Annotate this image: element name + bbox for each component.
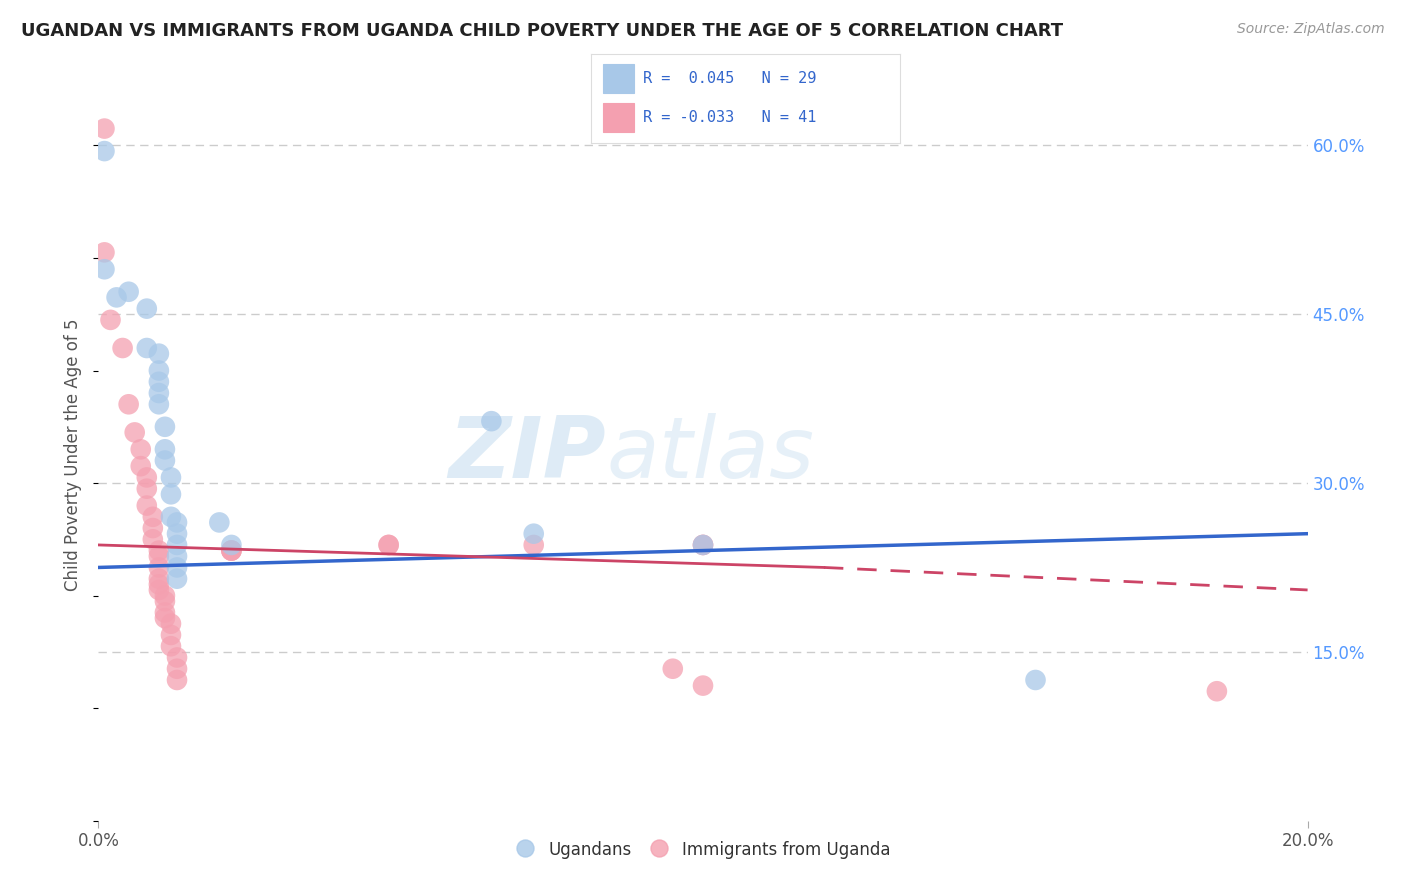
Point [160,639,183,653]
Point [523,538,546,552]
Point [166,650,188,665]
Point [135,341,157,355]
Text: R =  0.045   N = 29: R = 0.045 N = 29 [643,71,817,86]
Point [148,346,170,360]
Point [221,543,243,558]
Point [93,121,115,136]
Point [208,516,231,530]
Point [148,543,170,558]
Point [160,628,183,642]
Point [153,442,176,457]
Text: UGANDAN VS IMMIGRANTS FROM UGANDA CHILD POVERTY UNDER THE AGE OF 5 CORRELATION C: UGANDAN VS IMMIGRANTS FROM UGANDA CHILD … [21,22,1063,40]
Point [148,397,170,411]
Point [160,616,183,631]
Point [148,582,170,597]
Point [142,521,165,535]
Point [160,470,183,484]
Point [221,543,243,558]
Point [692,538,714,552]
Point [692,538,714,552]
Bar [603,103,634,132]
Point [142,509,165,524]
Point [118,397,141,411]
Bar [603,64,634,93]
Point [148,577,170,591]
Point [160,487,183,501]
Point [148,572,170,586]
Point [166,662,188,676]
Point [221,538,243,552]
Point [523,526,546,541]
Point [1206,684,1229,698]
Point [129,442,152,457]
Point [166,572,188,586]
Legend: Ugandans, Immigrants from Uganda: Ugandans, Immigrants from Uganda [508,832,898,867]
Point [153,453,176,467]
Point [153,419,176,434]
Point [135,301,157,316]
Point [148,386,170,401]
Point [481,414,503,428]
Point [135,470,157,484]
Point [153,589,176,603]
Point [93,262,115,277]
Point [135,482,157,496]
Point [148,375,170,389]
Point [153,611,176,625]
Text: R = -0.033   N = 41: R = -0.033 N = 41 [643,111,817,125]
Point [93,245,115,260]
Point [148,363,170,377]
Text: atlas: atlas [606,413,814,497]
Point [153,606,176,620]
Point [692,679,714,693]
Point [105,290,128,304]
Text: ZIP: ZIP [449,413,606,497]
Point [142,533,165,547]
Point [221,543,243,558]
Point [135,499,157,513]
Point [93,144,115,158]
Point [148,549,170,564]
Point [148,560,170,574]
Y-axis label: Child Poverty Under the Age of 5: Child Poverty Under the Age of 5 [65,318,83,591]
Point [160,509,183,524]
Point [166,526,188,541]
Point [692,538,714,552]
Point [662,662,685,676]
Point [118,285,141,299]
Point [111,341,134,355]
Point [166,673,188,687]
Point [166,560,188,574]
Point [166,516,188,530]
Point [124,425,146,440]
Point [377,538,399,552]
Point [153,594,176,608]
Point [129,459,152,474]
Point [377,538,399,552]
Point [166,549,188,564]
Point [1024,673,1046,687]
Point [100,313,122,327]
Text: Source: ZipAtlas.com: Source: ZipAtlas.com [1237,22,1385,37]
Point [166,538,188,552]
